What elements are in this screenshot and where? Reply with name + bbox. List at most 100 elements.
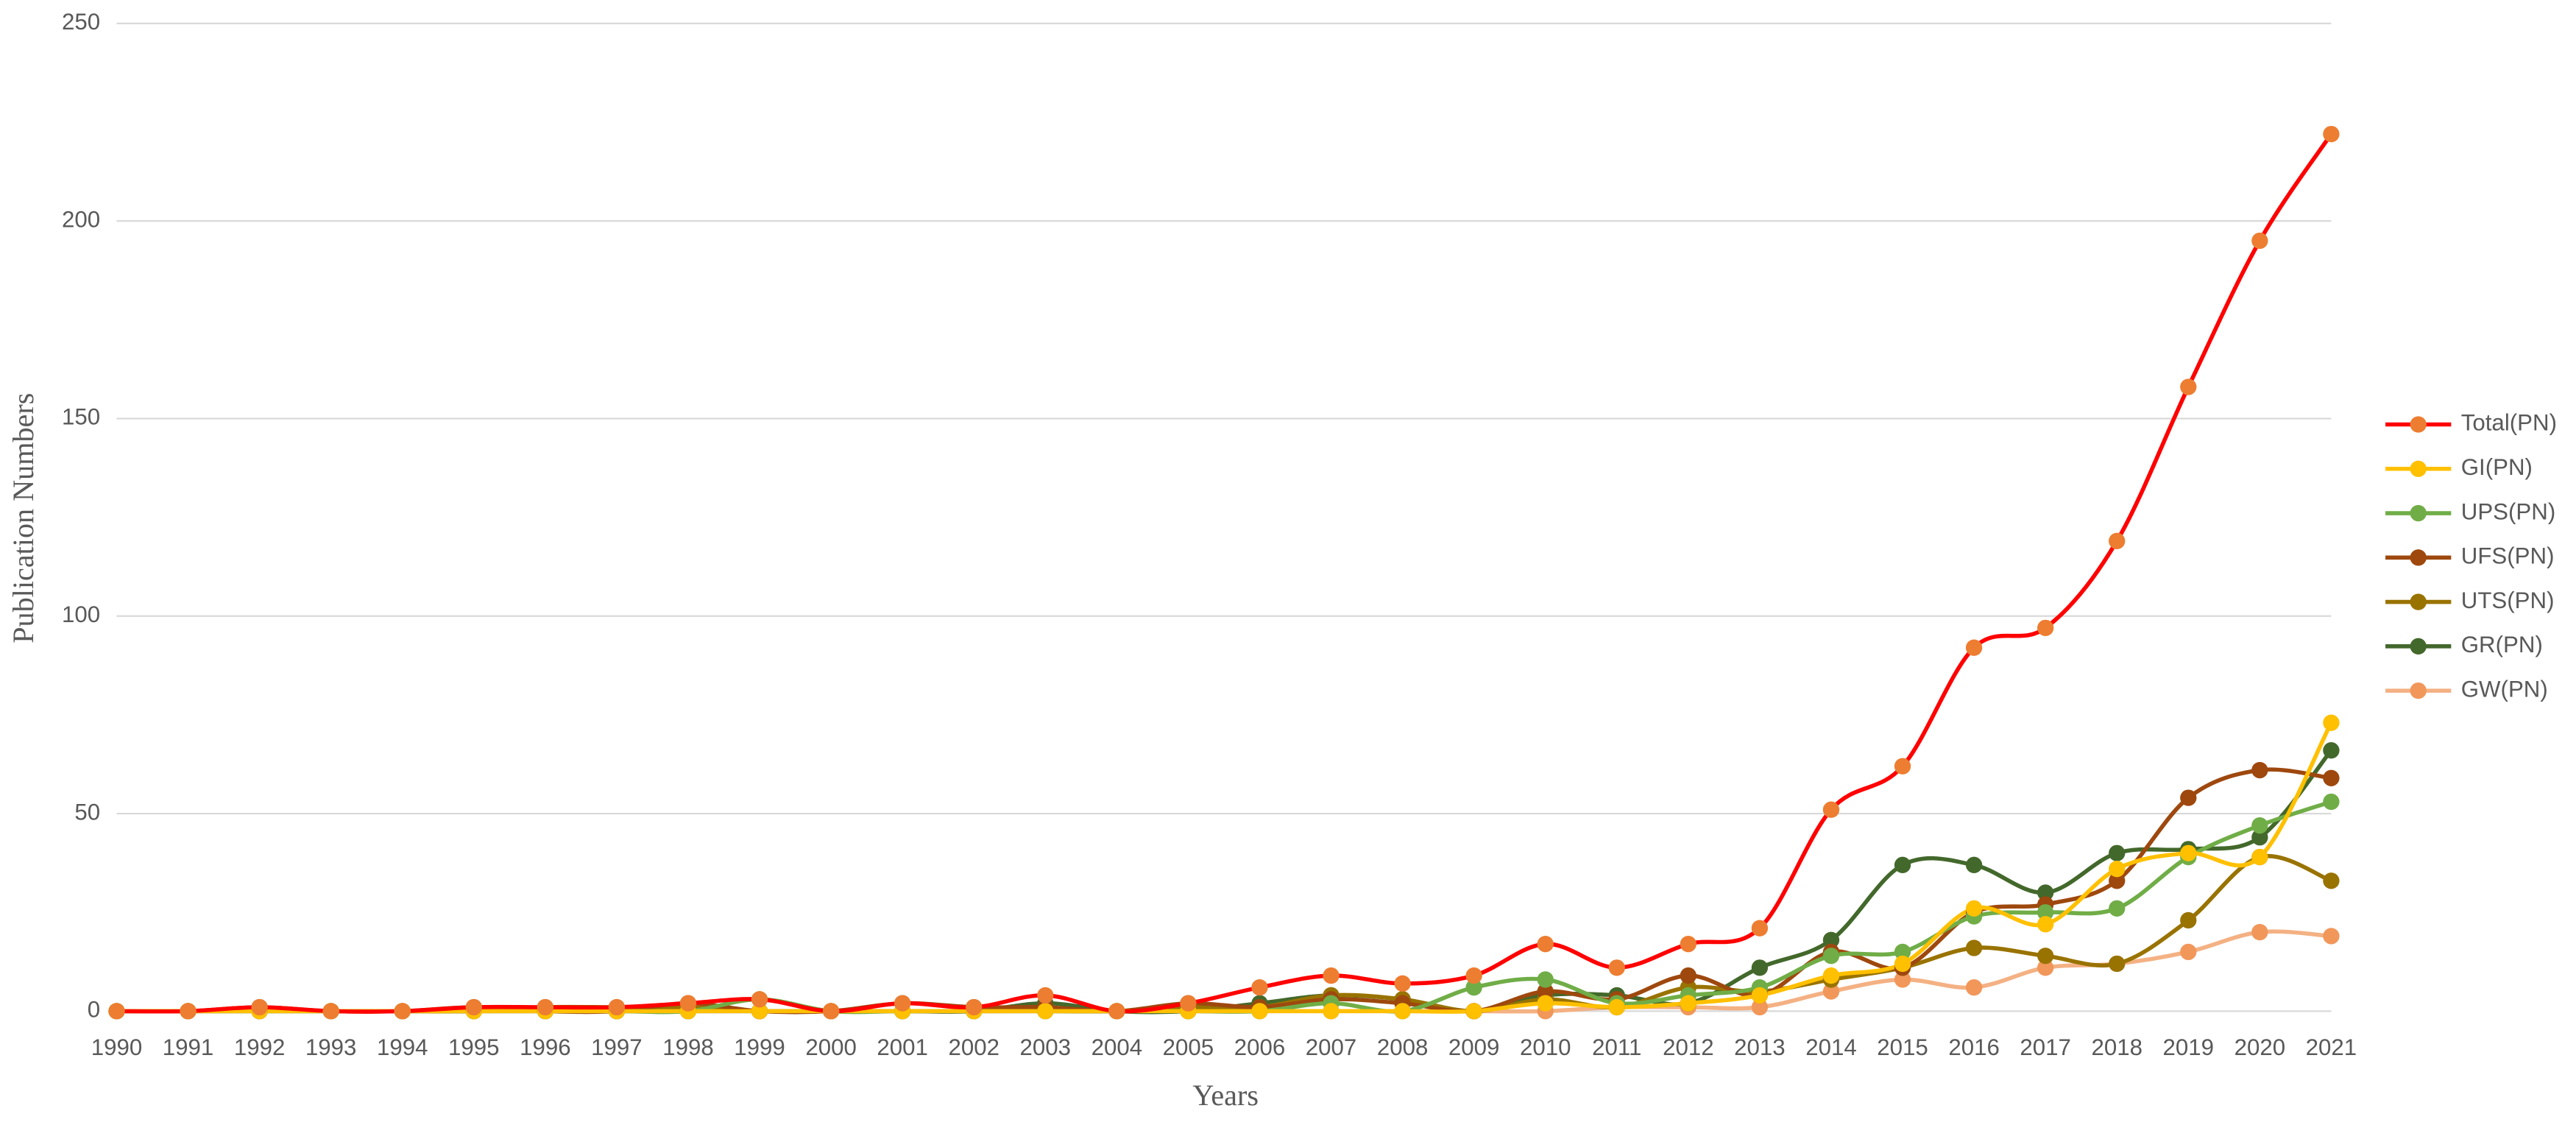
data-point bbox=[2109, 900, 2126, 917]
data-point bbox=[1751, 998, 1769, 1016]
data-point bbox=[180, 1003, 197, 1020]
x-tick-label: 1998 bbox=[662, 1034, 714, 1060]
data-point bbox=[1680, 935, 1697, 953]
x-tick-label: 2006 bbox=[1234, 1034, 1286, 1060]
x-tick-label: 2017 bbox=[2020, 1034, 2071, 1060]
x-tick-label: 2021 bbox=[2306, 1034, 2357, 1060]
data-point bbox=[1965, 979, 1983, 996]
data-point bbox=[2037, 884, 2054, 901]
x-tick-label: 1996 bbox=[520, 1034, 571, 1060]
x-tick-label: 1990 bbox=[91, 1034, 143, 1060]
data-point bbox=[2251, 848, 2268, 866]
data-point bbox=[2323, 872, 2340, 889]
data-point bbox=[1037, 1003, 1054, 1020]
data-point bbox=[2037, 948, 2054, 964]
data-point bbox=[2037, 959, 2054, 976]
data-point bbox=[1822, 967, 1840, 984]
series-line bbox=[116, 767, 2332, 1015]
data-point bbox=[1537, 995, 1554, 1012]
data-point bbox=[2323, 742, 2340, 759]
y-tick-label: 250 bbox=[62, 9, 100, 35]
data-point bbox=[1251, 1003, 1268, 1020]
data-point bbox=[1822, 931, 1840, 948]
data-point bbox=[1323, 967, 1340, 984]
data-point bbox=[1965, 639, 1983, 656]
y-axis-label: Publication Numbers bbox=[7, 393, 40, 643]
data-point bbox=[1680, 967, 1697, 984]
data-point bbox=[1323, 1003, 1340, 1020]
data-point bbox=[1894, 971, 1911, 988]
data-point bbox=[1465, 979, 1482, 996]
data-point bbox=[537, 998, 554, 1016]
x-tick-label: 2007 bbox=[1306, 1034, 1357, 1060]
data-point bbox=[1108, 1003, 1125, 1020]
data-point bbox=[2109, 844, 2126, 861]
data-point bbox=[2251, 817, 2268, 834]
data-point bbox=[1965, 856, 1983, 873]
legend-marker bbox=[2410, 460, 2427, 477]
x-tick-label: 1995 bbox=[448, 1034, 500, 1060]
series-line bbox=[116, 722, 2333, 1014]
data-point bbox=[1394, 1003, 1411, 1020]
x-tick-label: 2001 bbox=[877, 1034, 928, 1060]
data-point bbox=[2180, 378, 2197, 395]
x-tick-label: 2005 bbox=[1163, 1034, 1214, 1060]
data-point bbox=[1822, 948, 1840, 964]
x-tick-label: 1994 bbox=[377, 1034, 428, 1060]
data-point bbox=[1394, 975, 1411, 992]
data-point bbox=[966, 998, 983, 1016]
data-point bbox=[1465, 1003, 1482, 1020]
x-tick-label: 2008 bbox=[1377, 1034, 1429, 1060]
data-point bbox=[1180, 995, 1197, 1012]
data-point bbox=[608, 998, 626, 1016]
x-tick-label: 2012 bbox=[1663, 1034, 1714, 1060]
data-point bbox=[1894, 856, 1911, 873]
legend-marker bbox=[2410, 593, 2427, 610]
x-tick-label: 2010 bbox=[1520, 1034, 1571, 1060]
data-point bbox=[2180, 789, 2197, 806]
series-line bbox=[116, 853, 2332, 1014]
y-tick-label: 0 bbox=[88, 997, 100, 1023]
x-tick-label: 2000 bbox=[805, 1034, 857, 1060]
data-point bbox=[2323, 714, 2340, 731]
data-point bbox=[1751, 959, 1769, 976]
data-point bbox=[822, 1003, 840, 1020]
legend-marker bbox=[2410, 682, 2427, 699]
data-point bbox=[1965, 939, 1983, 956]
data-point bbox=[251, 998, 268, 1016]
data-point bbox=[1037, 987, 1054, 1004]
data-point bbox=[2251, 761, 2268, 779]
data-point bbox=[2251, 232, 2268, 250]
data-point bbox=[322, 1003, 339, 1020]
x-tick-label: 2016 bbox=[1948, 1034, 2000, 1060]
data-point bbox=[1537, 935, 1554, 953]
x-tick-label: 2003 bbox=[1020, 1034, 1072, 1060]
data-point bbox=[1608, 959, 1625, 976]
data-point bbox=[1822, 801, 1840, 818]
data-point bbox=[894, 995, 911, 1012]
x-tick-label: 1992 bbox=[234, 1034, 286, 1060]
x-tick-label: 1997 bbox=[591, 1034, 643, 1060]
x-tick-label: 2014 bbox=[1805, 1034, 1857, 1060]
data-point bbox=[751, 1003, 768, 1020]
data-point bbox=[2323, 125, 2340, 143]
series-line bbox=[116, 749, 2333, 1015]
legend-label: GR(PN) bbox=[2461, 632, 2543, 657]
data-point bbox=[465, 998, 482, 1016]
x-tick-label: 2019 bbox=[2163, 1034, 2215, 1060]
data-point bbox=[108, 1003, 125, 1020]
x-tick-label: 2020 bbox=[2234, 1034, 2286, 1060]
data-point bbox=[2251, 923, 2268, 941]
data-point bbox=[1751, 920, 1769, 937]
data-point bbox=[751, 991, 768, 1008]
y-tick-label: 50 bbox=[74, 799, 100, 825]
data-point bbox=[2323, 793, 2340, 811]
data-point bbox=[1465, 967, 1482, 984]
legend-label: UPS(PN) bbox=[2461, 498, 2555, 524]
y-tick-label: 150 bbox=[62, 404, 100, 430]
data-point bbox=[1537, 983, 1554, 1000]
data-point bbox=[1894, 943, 1911, 961]
y-tick-label: 100 bbox=[62, 602, 100, 627]
legend-label: UFS(PN) bbox=[2461, 543, 2555, 569]
